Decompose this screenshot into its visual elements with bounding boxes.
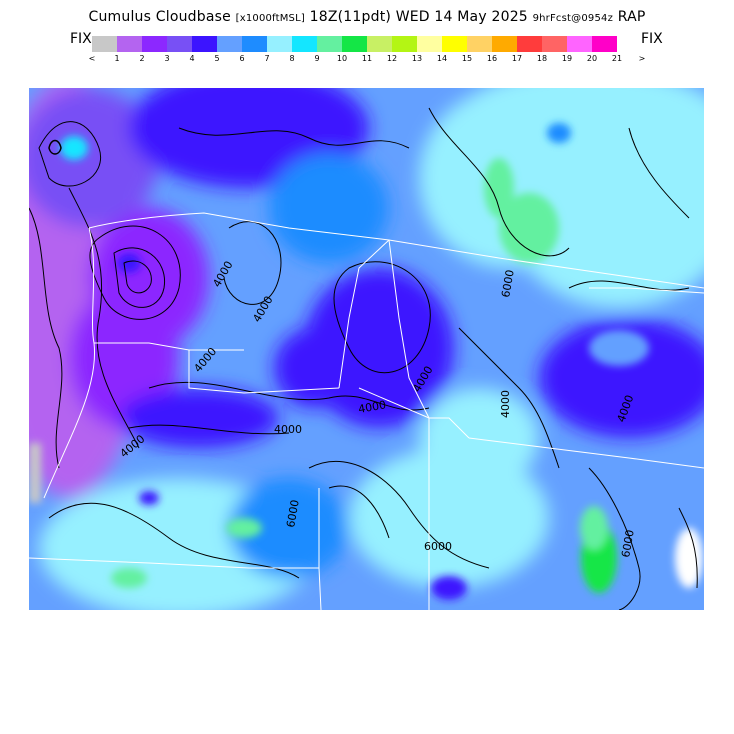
legend-swatch <box>92 36 117 52</box>
legend-swatch <box>442 36 467 52</box>
legend-swatch <box>317 36 342 52</box>
title-main: Cumulus Cloudbase <box>88 9 231 25</box>
forecast-map: 4000 4000 4000 4000 4000 4000 4000 6000 6000 6000… <box>29 88 704 610</box>
legend-tick-label: 17 <box>511 54 523 63</box>
contour-label: 6000 <box>619 529 637 559</box>
fix-label-right: FIX <box>641 31 663 47</box>
contour-label: 6000 <box>424 540 452 553</box>
legend-tick-label: 8 <box>289 54 295 63</box>
legend-swatch <box>492 36 517 52</box>
legend-tick-label: 18 <box>536 54 548 63</box>
legend-swatch <box>467 36 492 52</box>
legend-swatch <box>592 36 617 52</box>
legend-swatch <box>292 36 317 52</box>
contour-label: 4000 <box>499 390 512 418</box>
legend-tick-label: 1 <box>114 54 120 63</box>
contour-lines <box>29 107 698 610</box>
legend-tick-label: 9 <box>314 54 320 63</box>
color-legend-bar <box>92 36 617 52</box>
legend-tick-label: 16 <box>486 54 498 63</box>
legend-tick-label: 4 <box>189 54 195 63</box>
legend-tick-label: 3 <box>164 54 170 63</box>
state-boundaries <box>29 212 704 610</box>
legend-swatch <box>192 36 217 52</box>
contour-label: 6000 <box>284 499 302 529</box>
title-units: [x1000ftMSL] <box>235 13 305 24</box>
contour-label: 4000 <box>274 423 302 436</box>
fix-label-left: FIX <box>70 31 92 47</box>
legend-swatch <box>367 36 392 52</box>
legend-tick-label: 19 <box>561 54 573 63</box>
legend-tick-label: 2 <box>139 54 145 63</box>
legend-tick-label: 7 <box>264 54 270 63</box>
cloudbase-fill-detail <box>29 123 703 600</box>
chart-title: Cumulus Cloudbase [x1000ftMSL] 18Z(11pdt… <box>0 9 734 25</box>
contour-label: 6000 <box>499 269 517 299</box>
legend-swatch <box>542 36 567 52</box>
legend-swatch <box>242 36 267 52</box>
title-model: RAP <box>617 9 646 25</box>
legend-tick-label: 20 <box>586 54 598 63</box>
legend-swatch <box>167 36 192 52</box>
legend-swatch <box>567 36 592 52</box>
legend-tick-label: > <box>638 54 646 63</box>
legend-swatch <box>267 36 292 52</box>
legend-swatch <box>342 36 367 52</box>
legend-tick-label: 6 <box>239 54 245 63</box>
contour-label: 4000 <box>357 398 387 416</box>
legend-swatch <box>117 36 142 52</box>
legend-swatch <box>392 36 417 52</box>
legend-tick-label: 12 <box>386 54 398 63</box>
legend-tick-label: 14 <box>436 54 448 63</box>
legend-swatch <box>417 36 442 52</box>
legend-tick-label: 21 <box>611 54 623 63</box>
legend-tick-label: 11 <box>361 54 373 63</box>
legend-swatch <box>517 36 542 52</box>
title-run: 9hrFcst@0954z <box>532 13 614 24</box>
legend-swatch <box>217 36 242 52</box>
legend-tick-label: < <box>88 54 96 63</box>
title-valid-time: 18Z(11pdt) WED 14 May 2025 <box>309 9 528 25</box>
legend-swatch <box>142 36 167 52</box>
color-legend-ticks: <1 2 3 4 5 6 7 8 9 10 11 12 13 14 15 16 17 18 19 20 21 > <box>80 54 654 66</box>
legend-tick-label: 10 <box>336 54 348 63</box>
legend-tick-label: 13 <box>411 54 423 63</box>
legend-tick-label: 5 <box>214 54 220 63</box>
legend-tick-label: 15 <box>461 54 473 63</box>
